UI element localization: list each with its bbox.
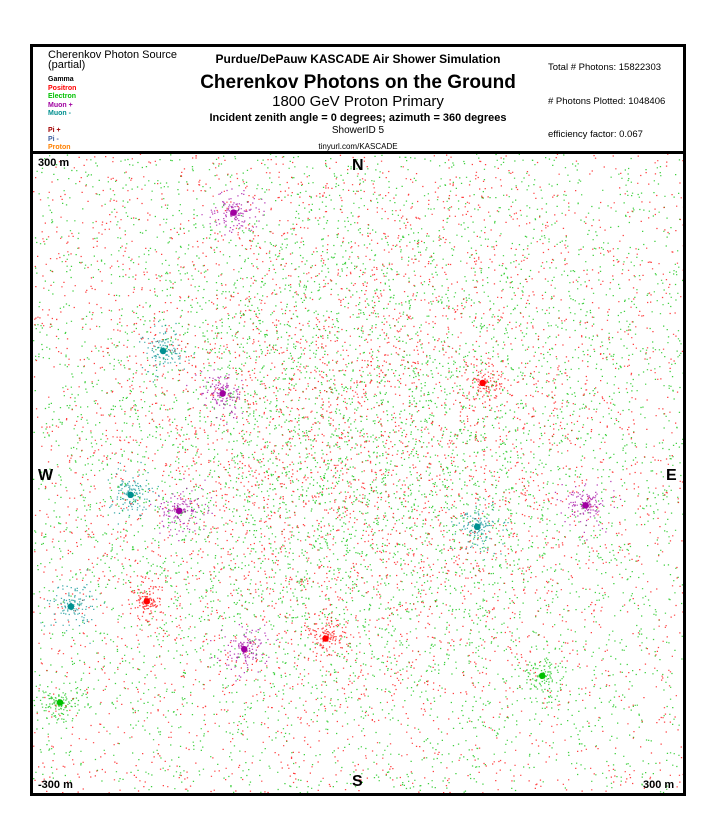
cluster-point — [67, 603, 75, 610]
photons-plotted: # Photons Plotted: 1048406 — [548, 96, 666, 107]
corner-label-top-left: 300 m — [38, 157, 70, 169]
direction-south: S — [352, 773, 363, 790]
corner-label-bottom-right: 300 m — [643, 779, 675, 791]
corner-label-bottom-left: -300 m — [38, 779, 73, 791]
legend: Cherenkov Photon Source (partial) Gamma P… — [48, 50, 198, 153]
cluster-point — [176, 507, 183, 514]
cluster-point — [159, 347, 167, 355]
cluster-point — [143, 598, 150, 605]
legend-item: Proton — [48, 144, 71, 151]
legend-item: Pi + — [48, 127, 61, 134]
plot-frame — [30, 44, 686, 796]
photon-series-positron — [33, 154, 683, 793]
scatter-plot — [33, 154, 683, 793]
legend-item: Muon - — [48, 110, 71, 117]
simulation-title: Purdue/DePauw KASCADE Air Shower Simulat… — [215, 52, 501, 66]
legend-item: Pi - — [48, 135, 59, 143]
shower-id: ShowerID 5 — [331, 125, 385, 136]
cluster-point — [538, 672, 546, 680]
cluster-point — [127, 491, 134, 498]
efficiency-factor: efficiency factor: 0.067 — [548, 129, 643, 140]
header-divider — [30, 151, 686, 154]
direction-east: E — [666, 467, 677, 484]
cluster-point — [219, 390, 226, 397]
direction-west: W — [38, 467, 54, 484]
legend-item: Gamma — [48, 76, 74, 83]
chart-title: Cherenkov Photons on the Ground — [200, 72, 516, 93]
cluster-point — [479, 379, 486, 387]
legend-title: Cherenkov Photon Source (partial) — [48, 49, 178, 71]
direction-north: N — [352, 157, 364, 174]
legend-list: Gamma Positron Electron Muon + Muon - Pi + Pi… — [48, 76, 198, 153]
cluster-point — [322, 635, 329, 642]
cluster-point — [241, 646, 248, 653]
total-photons: Total # Photons: 15822303 — [548, 62, 662, 73]
legend-item: Electron — [48, 93, 77, 100]
chart-subtitle: 1800 GeV Proton Primary — [272, 93, 444, 110]
cluster-point — [56, 699, 64, 706]
cluster-point — [582, 502, 589, 509]
legend-item: Muon + — [48, 101, 73, 109]
incident-angle-text: Incident zenith angle = 0 degrees; azimu… — [209, 112, 507, 124]
plot-background — [33, 154, 683, 793]
source-url[interactable]: tinyurl.com/KASCADE — [318, 142, 398, 151]
cluster-point — [230, 209, 237, 216]
chart-header: Purdue/DePauw KASCADE Air Shower Simulat… — [180, 52, 536, 152]
photon-series-muon-minus — [40, 320, 509, 644]
legend-item — [48, 119, 198, 128]
cluster-point — [473, 523, 481, 530]
legend-item: Positron — [48, 84, 77, 92]
